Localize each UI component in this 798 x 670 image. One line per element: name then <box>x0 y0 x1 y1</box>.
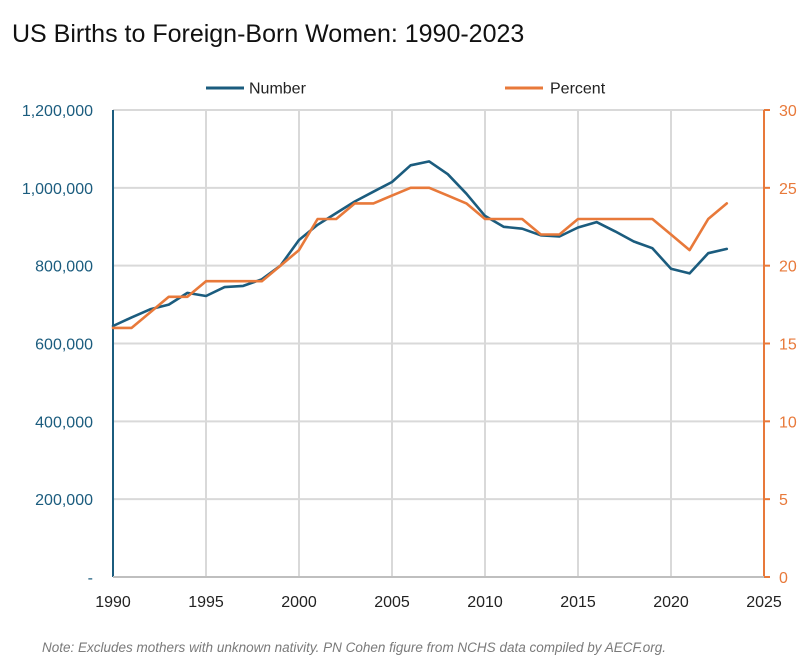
legend-label-number: Number <box>249 81 307 98</box>
y-left-tick-label: 800,000 <box>35 259 93 276</box>
y-left-tick-label: 400,000 <box>35 414 93 431</box>
legend: Number Percent <box>206 81 606 98</box>
y-right-tick-label: 25 <box>779 181 797 198</box>
gridlines <box>112 109 765 577</box>
y-right-tick-label: 20 <box>779 259 797 276</box>
y-left-tick-label: 1,000,000 <box>22 181 93 198</box>
chart-title: US Births to Foreign-Born Women: 1990-20… <box>12 20 525 48</box>
y-right-tick-label: 5 <box>779 492 788 509</box>
chart-note: Note: Excludes mothers with unknown nati… <box>42 640 667 655</box>
series-line-number <box>111 160 729 328</box>
x-tick-label: 2010 <box>467 594 503 611</box>
x-tick-label: 2025 <box>746 594 782 611</box>
y-right-tick-label: 10 <box>779 414 797 431</box>
axes: 1990 1995 2000 2005 2010 2015 2020 2025-200,000… <box>22 103 797 611</box>
y-left-tick-label: 600,000 <box>35 337 93 354</box>
x-tick-label: 1990 <box>95 594 131 611</box>
legend-label-percent: Percent <box>550 81 606 98</box>
x-tick-label: 2020 <box>653 594 689 611</box>
x-tick-label: 2015 <box>560 594 596 611</box>
x-tick-label: 2005 <box>374 594 410 611</box>
y-right-tick-label: 30 <box>779 103 797 120</box>
y-right-tick-label: 0 <box>779 570 788 587</box>
x-tick-label: 2000 <box>281 594 317 611</box>
series-lines <box>111 160 729 330</box>
series-line-percent <box>111 186 729 330</box>
y-right-tick-label: 15 <box>779 337 797 354</box>
y-left-tick-label: - <box>88 570 93 587</box>
x-tick-label: 1995 <box>188 594 224 611</box>
y-left-tick-label: 1,200,000 <box>22 103 93 120</box>
y-left-tick-label: 200,000 <box>35 492 93 509</box>
